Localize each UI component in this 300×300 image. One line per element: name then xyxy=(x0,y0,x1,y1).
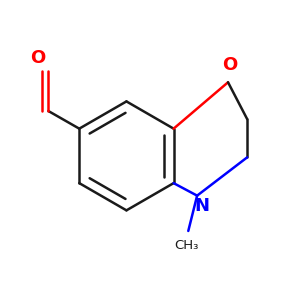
Text: N: N xyxy=(194,197,209,215)
Text: O: O xyxy=(30,49,46,67)
Text: CH₃: CH₃ xyxy=(175,239,199,252)
Text: O: O xyxy=(222,56,237,74)
